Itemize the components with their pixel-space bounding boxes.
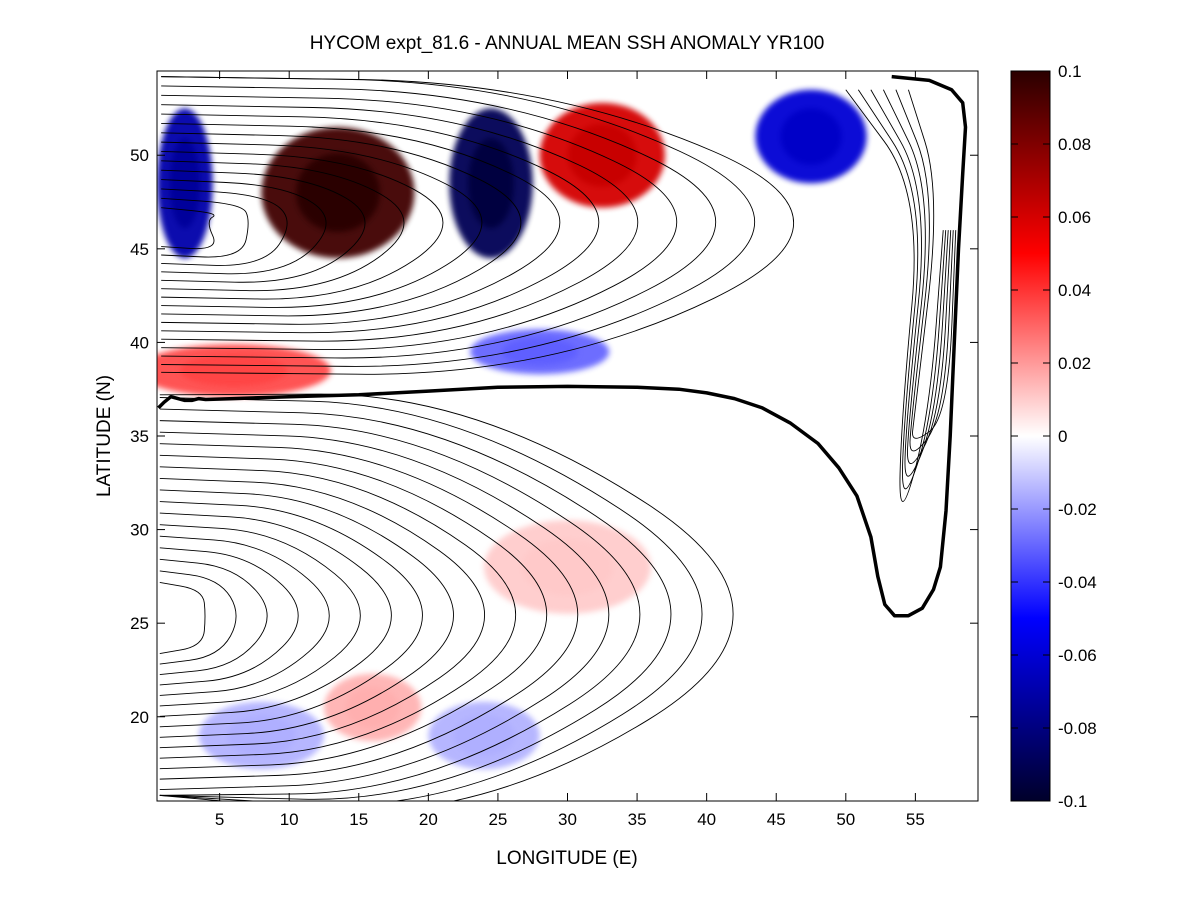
y-tick-label: 20 [130, 708, 149, 727]
contour-line [161, 207, 215, 250]
contour-line [159, 524, 361, 707]
y-tick-label: 45 [130, 240, 149, 259]
anomaly-cell-core [169, 138, 201, 229]
anomaly-cell-core [179, 354, 288, 387]
contour-line [895, 89, 954, 452]
contour-line [159, 547, 299, 686]
colorbar-tick-label: -0.08 [1058, 719, 1097, 738]
anomaly-cell-core [226, 715, 296, 756]
contour-line [159, 501, 423, 728]
x-tick-label: 45 [767, 810, 786, 829]
x-tick-label: 20 [419, 810, 438, 829]
anomaly-cell-core [501, 338, 578, 366]
contour-line [161, 151, 444, 300]
x-tick-label: 35 [628, 810, 647, 829]
contour-line [907, 89, 957, 439]
colorbar: 0.1 0.08 0.06 0.04 0.02 0 -0.02 -0.04 -0.06 -0.08… [1010, 62, 1097, 811]
x-tick-label: 15 [349, 810, 368, 829]
x-axis-ticks: 5 10 15 20 25 30 35 40 45 50 55 [215, 71, 925, 829]
x-tick-label: 50 [836, 810, 855, 829]
anomaly-cell-core [780, 108, 842, 165]
contour-line [870, 89, 949, 477]
colorbar-tick-label: -0.1 [1058, 792, 1087, 811]
x-tick-label: 25 [488, 810, 507, 829]
contour-line [161, 132, 522, 317]
contour-line [161, 169, 366, 283]
contour-line [159, 582, 206, 655]
ssh-contours [159, 76, 957, 801]
contour-line [882, 89, 952, 465]
contour-line [161, 160, 405, 292]
zero-contour [157, 74, 968, 618]
plot-area: 5 10 15 20 25 30 35 40 45 50 55 20 25 30 35 40 45 50 [130, 70, 979, 829]
anomaly-cell-core [468, 138, 514, 229]
contour-line [159, 512, 392, 717]
colorbar-tick-label: 0.06 [1058, 208, 1091, 227]
colorbar-tick-label: 0.04 [1058, 281, 1091, 300]
x-tick-label: 30 [558, 810, 577, 829]
contour-line [161, 104, 638, 342]
colorbar-tick-label: -0.02 [1058, 500, 1097, 519]
contour-line [161, 122, 561, 325]
contour-line [161, 113, 600, 334]
contour-line [161, 179, 327, 275]
contour-line [161, 197, 249, 258]
contour-line [159, 431, 610, 791]
contour-line [159, 420, 641, 796]
x-tick-label: 55 [906, 810, 925, 829]
colorbar-tick-label: -0.06 [1058, 646, 1097, 665]
contour-line [159, 466, 516, 759]
contour-line [159, 570, 237, 665]
contour-line [159, 535, 330, 696]
x-tick-label: 5 [215, 810, 224, 829]
y-axis-label: LATITUDE (N) [94, 375, 115, 497]
contour-line [857, 89, 947, 490]
colorbar-tick-label: 0.1 [1058, 62, 1082, 81]
anomaly-heatmap [157, 89, 867, 770]
y-tick-label: 30 [130, 521, 149, 540]
contour-line [159, 454, 548, 770]
y-tick-label: 25 [130, 614, 149, 633]
colorbar-tick-label: 0.02 [1058, 354, 1091, 373]
contour-line [161, 141, 483, 308]
anomaly-cell-core [345, 687, 400, 728]
colorbar-tick-label: 0 [1058, 427, 1067, 446]
x-tick-label: 10 [280, 810, 299, 829]
anomaly-cell-core [295, 153, 380, 232]
contour-line [159, 408, 672, 800]
x-tick-label: 40 [697, 810, 716, 829]
chart-title: HYCOM expt_81.6 - ANNUAL MEAN SSH ANOMAL… [310, 33, 825, 54]
contour-line [161, 76, 794, 375]
colorbar-ticks: 0.1 0.08 0.06 0.04 0.02 0 -0.02 -0.04 -0.06 -0.08… [1011, 62, 1097, 811]
y-axis-ticks: 20 25 30 35 40 45 50 [130, 146, 978, 727]
x-axis-label: LONGITUDE (E) [496, 848, 637, 869]
contour-line [159, 397, 703, 801]
contour-line [159, 489, 454, 738]
y-tick-label: 40 [130, 333, 149, 352]
contour-line [845, 89, 944, 502]
zero-contour-line [157, 74, 968, 618]
colorbar-tick-label: -0.04 [1058, 573, 1097, 592]
colorbar-tick-label: 0.08 [1058, 135, 1091, 154]
contour-line [161, 85, 717, 359]
contour-line [159, 558, 268, 675]
contour-line [161, 94, 678, 350]
contour-line [159, 443, 579, 780]
y-tick-label: 35 [130, 427, 149, 446]
y-tick-label: 50 [130, 146, 149, 165]
contour-line [159, 393, 734, 801]
anomaly-cell-core [521, 538, 614, 596]
contour-line [161, 188, 288, 266]
contour-line [159, 477, 486, 749]
